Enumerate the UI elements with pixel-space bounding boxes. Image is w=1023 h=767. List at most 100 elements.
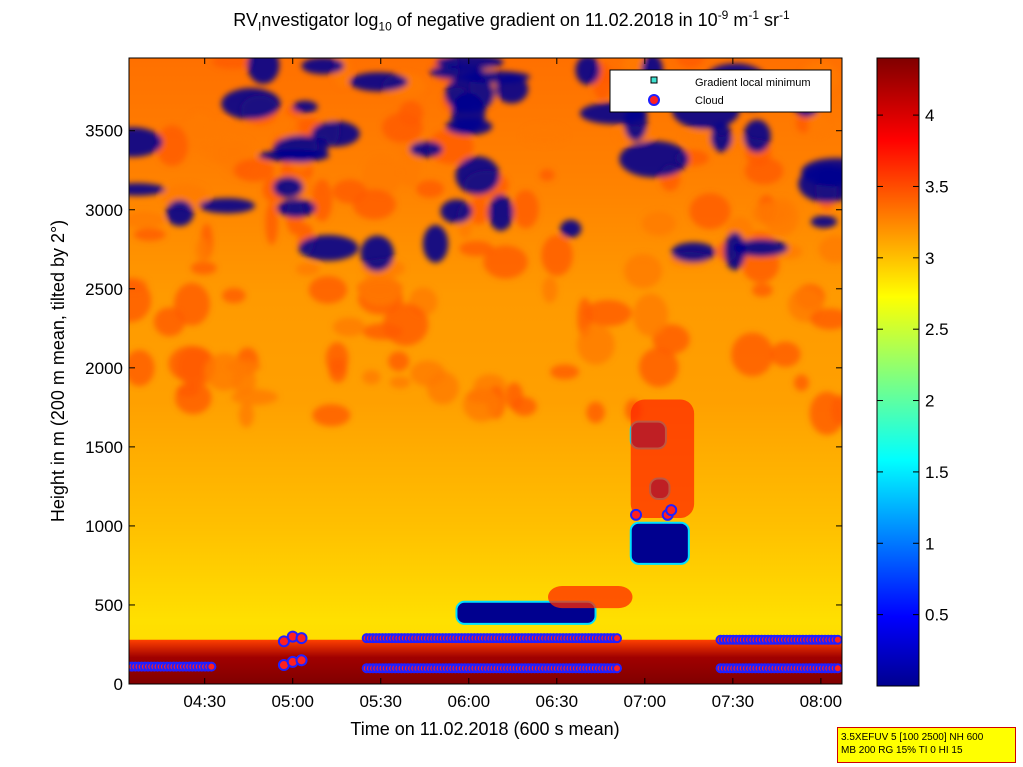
texture-blob <box>793 374 809 392</box>
low-value-patch <box>276 198 316 218</box>
cloud-marker <box>665 504 678 517</box>
low-value-patch <box>360 235 394 272</box>
texture-blob <box>129 349 155 387</box>
texture-blob <box>682 130 719 146</box>
texture-blob <box>225 360 262 373</box>
texture-blob <box>584 300 632 327</box>
info-box: 3.5XEFUV 5 [100 2500] NH 600 MB 200 RG 1… <box>837 727 1016 763</box>
low-value-patch <box>810 215 838 228</box>
x-tick-label: 05:30 <box>359 692 402 711</box>
texture-blob <box>382 112 423 143</box>
low-value-patch <box>199 198 256 214</box>
texture-blob <box>389 376 411 389</box>
y-tick-label: 500 <box>95 596 123 615</box>
texture-blob <box>638 347 679 388</box>
texture-blob <box>577 324 615 365</box>
texture-blob <box>359 273 401 305</box>
cloud-markers <box>129 504 842 674</box>
cloud-marker <box>612 663 623 674</box>
info-line-2: MB 200 RG 15% TI 0 HI 15 <box>841 745 963 756</box>
texture-blob <box>410 360 446 387</box>
y-tick-label: 1500 <box>85 438 123 457</box>
x-tick-label: 06:00 <box>448 692 491 711</box>
texture-blob <box>156 125 189 167</box>
texture-blob <box>388 351 410 372</box>
low-value-patch <box>455 156 500 195</box>
upper-layer-texture <box>129 58 842 436</box>
texture-blob <box>689 193 731 230</box>
texture-blob <box>652 324 690 355</box>
texture-blob <box>586 401 605 424</box>
texture-blob <box>624 253 663 289</box>
x-tick-label: 07:30 <box>712 692 755 711</box>
info-line-1: 3.5XEFUV 5 [100 2500] NH 600 <box>841 732 984 743</box>
texture-blob <box>428 129 474 165</box>
texture-blob <box>129 211 166 229</box>
y-axis: 0 500 1000 1500 2000 2500 3000 3500 <box>85 122 842 694</box>
colorbar-tick-label: 3.5 <box>925 177 949 196</box>
texture-blob <box>522 125 567 145</box>
x-axis: 04:30 05:00 05:30 06:00 06:30 07:00 07:30 08:00 <box>183 58 842 711</box>
low-value-region <box>629 521 690 565</box>
texture-blob <box>129 278 152 323</box>
texture-blob <box>362 155 402 197</box>
texture-blob <box>539 168 555 181</box>
texture-blob <box>398 144 421 188</box>
texture-blob <box>201 141 248 163</box>
cloud-marker <box>295 654 308 667</box>
texture-blob <box>186 112 213 152</box>
cloud-marker <box>612 633 623 644</box>
colorbar-tick-label: 3 <box>925 249 934 268</box>
legend-entry-minimum: Gradient local minimum <box>695 77 811 89</box>
x-axis-label: Time on 11.02.2018 (600 s mean) <box>350 719 619 739</box>
texture-blob <box>731 332 774 377</box>
texture-blob <box>550 364 580 380</box>
texture-blob <box>238 402 254 428</box>
texture-blob <box>641 211 676 236</box>
texture-blob <box>332 317 366 337</box>
x-tick-label: 05:00 <box>271 692 314 711</box>
high-value-region <box>547 585 633 609</box>
low-value-patch <box>298 235 359 261</box>
low-value-patch <box>619 140 689 178</box>
plot-frame <box>128 57 843 685</box>
texture-blob <box>542 276 558 303</box>
low-value-patch <box>724 231 746 271</box>
texture-blob <box>770 341 801 367</box>
x-tick-label: 06:30 <box>536 692 579 711</box>
texture-blob <box>211 58 254 69</box>
low-value-patch <box>273 176 304 199</box>
low-value-patch <box>444 74 495 113</box>
low-value-patch <box>409 141 443 158</box>
colorbar-gradient <box>876 57 920 687</box>
texture-blob <box>325 342 349 375</box>
cloud-marker <box>277 635 290 648</box>
colorbar-tick-label: 1 <box>925 534 934 553</box>
texture-blob <box>415 180 445 198</box>
colorbar: 0.5 1 1.5 2 2.5 3 3.5 4 <box>876 57 949 687</box>
x-tick-label: 08:00 <box>800 692 843 711</box>
texture-blob <box>195 238 210 263</box>
texture-blob <box>362 370 381 385</box>
y-tick-label: 2500 <box>85 280 123 299</box>
y-tick-label: 2000 <box>85 359 123 378</box>
cloud-marker <box>206 661 217 672</box>
cloud-marker <box>832 663 842 674</box>
low-value-patch <box>422 224 449 263</box>
low-value-patch <box>311 120 360 147</box>
texture-blob <box>176 383 200 397</box>
colorbar-tick-label: 2.5 <box>925 320 949 339</box>
low-value-patch <box>301 58 345 75</box>
texture-blob <box>483 245 528 279</box>
surface-high-band <box>129 639 842 684</box>
x-tick-label: 04:30 <box>183 692 226 711</box>
low-value-patch <box>221 88 281 120</box>
texture-blob <box>512 189 539 229</box>
texture-blob <box>153 307 186 337</box>
texture-blob <box>795 114 812 133</box>
texture-blob <box>468 198 490 225</box>
texture-blob <box>541 234 573 276</box>
low-value-patch <box>129 127 163 158</box>
texture-blob <box>505 382 524 410</box>
